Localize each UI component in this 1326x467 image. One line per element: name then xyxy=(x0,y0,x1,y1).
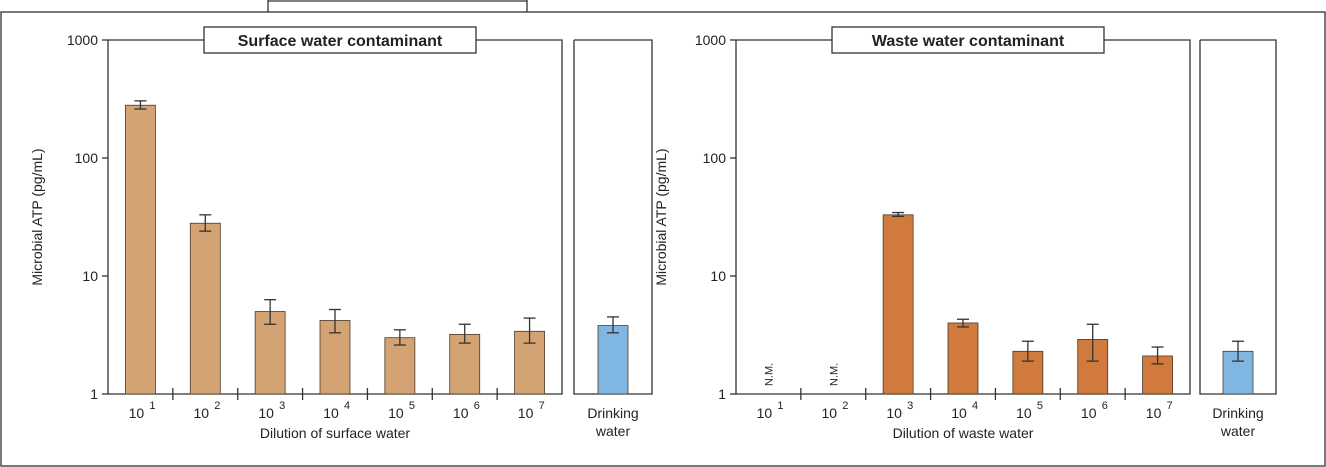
y-tick-label: 1000 xyxy=(67,32,98,48)
x-tick-label-base: 10 xyxy=(886,405,902,421)
x-tick-label-base: 10 xyxy=(1016,405,1032,421)
panel-waste-water: 1 10 100 1000 Microbial ATP (pg/mL) Waste wat… xyxy=(653,26,1277,441)
x-tick-label-exponent: 4 xyxy=(972,400,978,412)
reference-label: Drinking xyxy=(1212,405,1263,421)
x-tick-label-base: 10 xyxy=(129,405,145,421)
x-tick-label-exponent: 2 xyxy=(214,400,220,412)
x-tick-label-exponent: 7 xyxy=(539,400,545,412)
x-tick-label-base: 10 xyxy=(1081,405,1097,421)
x-tick-label-exponent: 7 xyxy=(1167,400,1173,412)
category-bar xyxy=(384,337,416,395)
x-tick-label-base: 10 xyxy=(757,405,773,421)
y-axis-title: Microbial ATP (pg/mL) xyxy=(653,148,669,285)
x-tick-label-exponent: 5 xyxy=(1037,400,1043,412)
category-bar xyxy=(254,311,286,395)
y-tick-label: 100 xyxy=(703,150,727,166)
x-tick-label-base: 10 xyxy=(323,405,339,421)
x-tick-label-exponent: 3 xyxy=(907,400,913,412)
drinking-water-bar xyxy=(1222,350,1254,395)
x-tick-label-exponent: 6 xyxy=(474,400,480,412)
x-tick-label-base: 10 xyxy=(518,405,534,421)
figure-border xyxy=(0,11,1326,467)
x-tick-label-base: 10 xyxy=(1146,405,1162,421)
drinking-water-bar xyxy=(597,325,629,395)
category-bar xyxy=(125,104,156,395)
panel-surface-water: 1 10 100 1000 Microbial ATP (pg/mL) Surface w… xyxy=(29,26,653,441)
x-tick-label-exponent: 2 xyxy=(842,400,848,412)
chart-title: Surface water contaminant xyxy=(238,33,443,50)
category-bar xyxy=(882,214,914,395)
x-axis-title: Dilution of surface water xyxy=(260,425,411,441)
y-tick-label: 10 xyxy=(710,268,726,284)
y-tick-label: 10 xyxy=(82,268,98,284)
y-tick-label: 1 xyxy=(718,386,726,402)
x-tick-label-exponent: 4 xyxy=(344,400,350,412)
x-tick-label-exponent: 3 xyxy=(279,400,285,412)
x-tick-label-base: 10 xyxy=(821,405,837,421)
reference-label: water xyxy=(1220,423,1256,439)
y-axis-title: Microbial ATP (pg/mL) xyxy=(29,148,45,285)
x-tick-label-base: 10 xyxy=(453,405,469,421)
x-tick-label-exponent: 6 xyxy=(1102,400,1108,412)
x-tick-label-exponent: 1 xyxy=(777,400,783,412)
reference-label: water xyxy=(595,423,631,439)
x-tick-label-exponent: 1 xyxy=(149,400,155,412)
x-tick-label-exponent: 5 xyxy=(409,400,415,412)
reference-frame xyxy=(573,39,653,395)
chart-title-box xyxy=(203,26,477,54)
reference-frame xyxy=(1199,39,1277,395)
cropped-box-fragment xyxy=(267,0,528,12)
category-bar xyxy=(947,322,979,395)
not-measured-label: N.M. xyxy=(828,363,840,386)
x-tick-label-base: 10 xyxy=(258,405,274,421)
x-tick-label-base: 10 xyxy=(951,405,967,421)
reference-label: Drinking xyxy=(587,405,638,421)
y-tick-label: 100 xyxy=(75,150,99,166)
x-tick-label-base: 10 xyxy=(388,405,404,421)
category-bar xyxy=(449,333,481,395)
y-tick-label: 1 xyxy=(90,386,98,402)
x-axis-title: Dilution of waste water xyxy=(893,425,1034,441)
y-tick-label: 1000 xyxy=(695,32,726,48)
chart-title: Waste water contaminant xyxy=(872,33,1065,50)
category-bar xyxy=(189,222,221,395)
not-measured-label: N.M. xyxy=(763,363,775,386)
x-tick-label-base: 10 xyxy=(193,405,209,421)
chart-title-box xyxy=(831,26,1105,54)
